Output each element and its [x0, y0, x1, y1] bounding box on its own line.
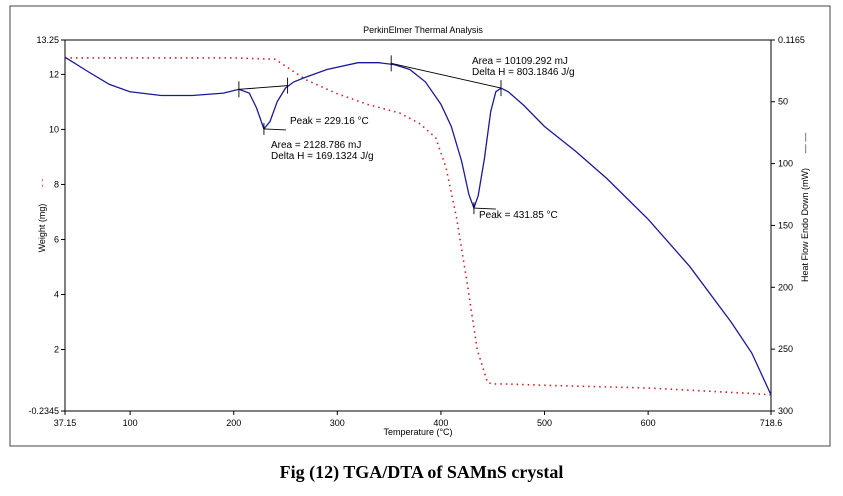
left-tick-label: 12: [49, 69, 59, 79]
right-tick-label: 250: [778, 344, 793, 354]
chart-border: [9, 5, 831, 447]
left-tick-label: 10: [49, 124, 59, 134]
integration-baseline: [238, 85, 288, 90]
right-tick-label: 0.1165: [778, 35, 805, 45]
left-tick-label: 2: [54, 345, 59, 355]
left-tick-label: 13.25: [36, 35, 59, 45]
right-tick-label: 50: [778, 97, 788, 107]
tga-dta-chart: PerkinElmer Thermal Analysis 37.15 100 200…: [9, 5, 831, 447]
series-layer: [64, 56, 772, 396]
x-axis-ticks: 37.15 100 200 300 400 500 600 718.6: [54, 411, 783, 428]
x-tick-label: 500: [537, 418, 552, 428]
annotation-delta-h-2: Delta H = 803.1846 J/g: [472, 67, 575, 78]
right-tick-label: 300: [778, 406, 793, 416]
figure-caption: Fig (12) TGA/DTA of SAMnS crystal: [279, 462, 564, 482]
left-tick-label: 4: [54, 289, 59, 299]
annotation-delta-h-1: Delta H = 169.1324 J/g: [271, 151, 374, 162]
left-tick-label: 8: [54, 179, 59, 189]
right-tick-label: 150: [778, 220, 793, 230]
left-axis-label: Weight (mg): [37, 204, 47, 253]
x-tick-label: 400: [433, 418, 448, 428]
integration-baseline: [391, 62, 502, 89]
annotation-area-2: Area = 10109.292 mJ: [472, 56, 568, 67]
peak-leader-line: [263, 128, 286, 131]
left-axis-ticks: 13.25 12 10 8 6 4 2 -0.2345: [28, 35, 65, 416]
right-axis-ticks: 0.1165 50 100 150 200 250 300: [771, 35, 805, 416]
left-tick-label: 6: [54, 234, 59, 244]
right-tick-label: 100: [778, 159, 793, 169]
peak-leader-line: [473, 207, 496, 210]
annotation-peak-1: Peak = 229.16 °C: [290, 116, 369, 127]
annotation-area-1: Area = 2128.786 mJ: [271, 140, 361, 151]
right-axis-label: Heat Flow Endo Down (mW): [800, 168, 810, 282]
left-tick-label: -0.2345: [28, 406, 59, 416]
x-tick-label: 300: [330, 418, 345, 428]
x-tick-label: 600: [641, 418, 656, 428]
heat-flow-dta-line: [64, 56, 772, 396]
x-axis-label: Temperature (°C): [383, 427, 452, 437]
x-tick-label: 37.15: [54, 418, 77, 428]
x-tick-label: 200: [226, 418, 241, 428]
chart-title: PerkinElmer Thermal Analysis: [363, 25, 483, 35]
right-tick-label: 200: [778, 282, 793, 292]
left-legend-symbol: - -: [37, 179, 47, 188]
x-tick-label: 100: [123, 418, 138, 428]
annotation-peak-2: Peak = 431.85 °C: [479, 210, 558, 221]
right-legend-symbol: — —: [800, 133, 810, 154]
baseline-layer: [238, 55, 502, 215]
x-tick-label: 718.6: [760, 418, 783, 428]
